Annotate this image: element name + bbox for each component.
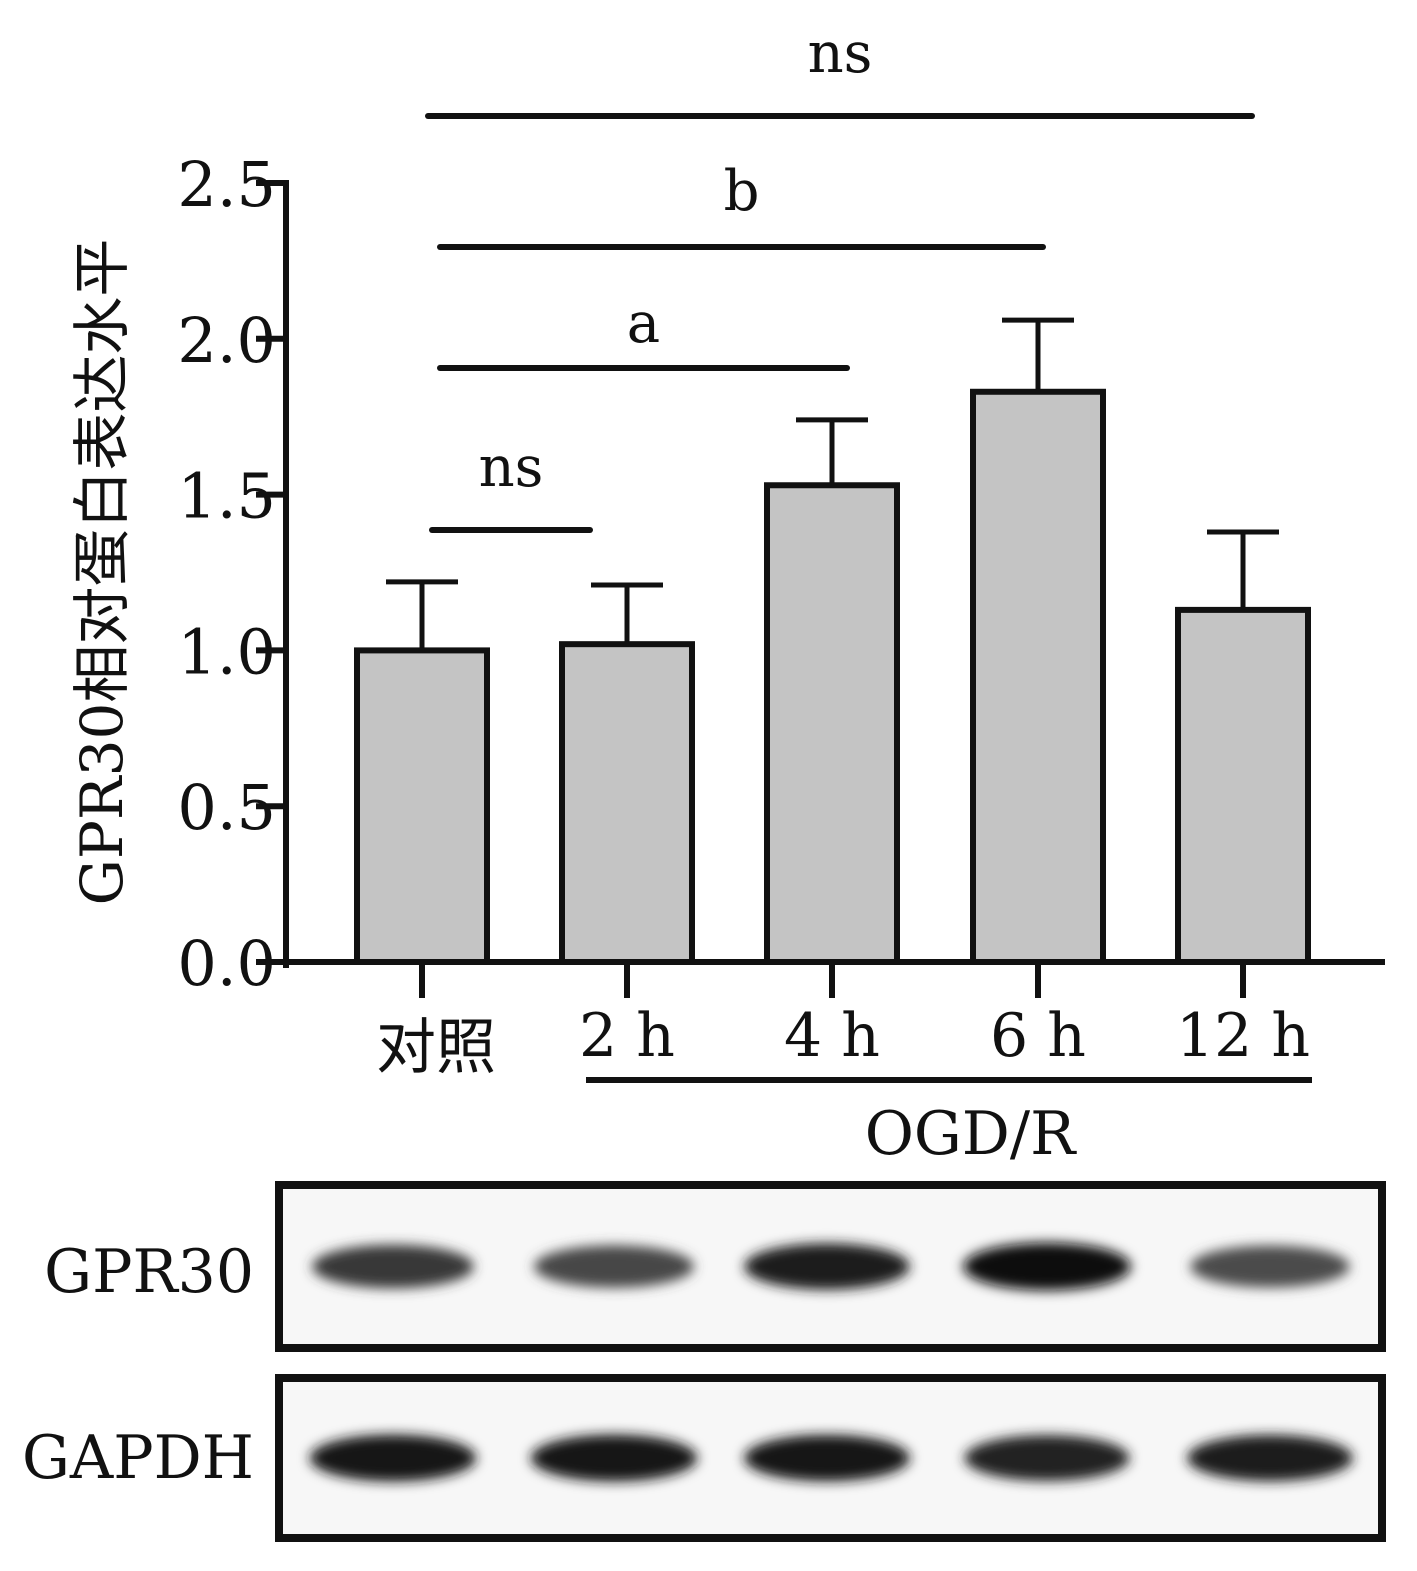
x-tick-label: 6 h <box>990 1001 1086 1071</box>
x-tick-label: 12 h <box>1176 1001 1310 1071</box>
blot-band <box>312 1244 474 1289</box>
y-tick-label: 1.0 <box>177 615 276 688</box>
blot-row-label: GPR30 <box>44 1237 254 1307</box>
y-tick-label: 1.5 <box>177 460 276 533</box>
blot-band <box>530 1434 698 1482</box>
significance-label: ns <box>479 435 544 500</box>
blot-band <box>1190 1245 1350 1288</box>
blot-band <box>533 1245 695 1288</box>
blot-band <box>963 1242 1131 1291</box>
bar <box>559 641 695 966</box>
bar <box>764 482 900 965</box>
y-axis-title: GPR30相对蛋白表达水平 <box>68 239 136 906</box>
significance-label: b <box>724 159 760 224</box>
blot-band <box>964 1435 1130 1481</box>
x-tick-label: 对照 <box>376 1013 496 1083</box>
bar-chart: 0.0 0.5 1.0 1.5 2.0 2.5 对照 2 h 4 h 6 h 12 h OGD/R GP… <box>68 21 1385 1169</box>
bar <box>354 647 490 966</box>
bar <box>970 388 1106 966</box>
blot-band <box>1187 1434 1353 1482</box>
y-tick-label: 0.0 <box>177 927 276 1000</box>
blot-panel: GPR30 <box>44 1181 1386 1352</box>
significance-label: ns <box>808 21 873 86</box>
blot-band <box>743 1434 911 1482</box>
blot-band <box>744 1243 910 1290</box>
western-blot: GPR30 GAPDH <box>22 1181 1386 1542</box>
blot-panel: GAPDH <box>22 1374 1386 1542</box>
y-tick-label: 2.0 <box>177 304 276 377</box>
blot-band <box>309 1434 477 1482</box>
x-tick-label: 2 h <box>579 1001 675 1071</box>
y-tick-label: 0.5 <box>177 771 276 844</box>
group-label: OGD/R <box>865 1099 1077 1169</box>
y-tick-label: 2.5 <box>177 148 276 221</box>
significance-label: a <box>627 291 660 356</box>
blot-row-label: GAPDH <box>22 1423 254 1493</box>
bar <box>1175 606 1311 966</box>
x-tick-label: 4 h <box>784 1001 880 1071</box>
